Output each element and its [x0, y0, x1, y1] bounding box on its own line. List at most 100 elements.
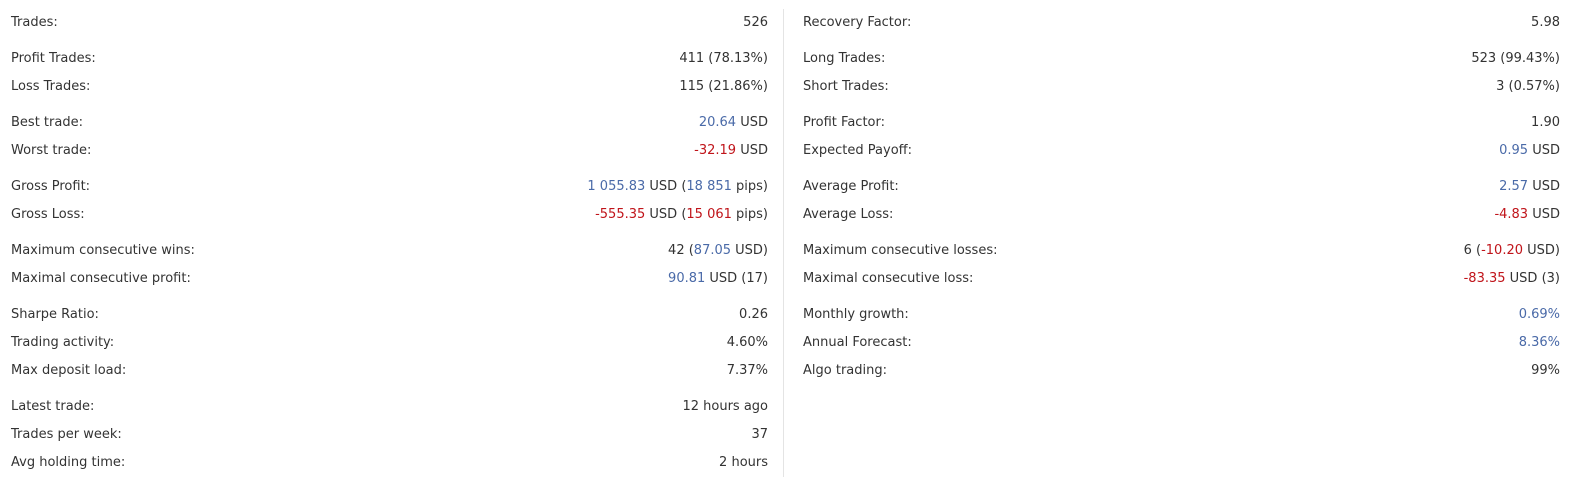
stat-row-avg-holding-time: Avg holding time: 2 hours: [11, 449, 768, 477]
stat-value-part: 5.98: [1531, 15, 1560, 30]
stat-label: Maximum consecutive wins:: [11, 243, 195, 258]
stat-row-average-loss: Average Loss: -4.83 USD: [803, 201, 1560, 229]
stat-value-part: 1.90: [1531, 115, 1560, 130]
column-divider: [783, 9, 784, 477]
stat-value-part: 2 hours: [719, 455, 768, 470]
stat-value: 42 (87.05 USD): [668, 237, 768, 265]
stat-label: Average Profit:: [803, 179, 899, 194]
stat-value-part: -10.20: [1481, 243, 1524, 258]
stat-label: Profit Trades:: [11, 51, 96, 66]
stat-row-maximal-consecutive-profit: Maximal consecutive profit: 90.81 USD (17…: [11, 265, 768, 293]
stat-value: 0.95 USD: [1499, 137, 1560, 165]
stat-label: Annual Forecast:: [803, 335, 912, 350]
stat-value-part: 8.36%: [1518, 335, 1560, 350]
stat-value-part: USD: [1528, 179, 1560, 194]
stat-value-part: 526: [743, 15, 768, 30]
stat-row-loss-trades: Loss Trades: 115 (21.86%): [11, 73, 768, 101]
stat-value-part: 0.69%: [1518, 307, 1560, 322]
stat-row-average-profit: Average Profit: 2.57 USD: [803, 173, 1560, 201]
stat-label: Latest trade:: [11, 399, 95, 414]
stat-value-part: USD: [1528, 207, 1560, 222]
stat-value-part: 1 055.83: [587, 179, 646, 194]
stat-value: 8.36%: [1519, 329, 1560, 357]
stat-value-part: 411 (78.13%): [679, 51, 768, 66]
stat-value-part: -4.83: [1494, 207, 1529, 222]
stat-row-sharpe-ratio: Sharpe Ratio: 0.26: [11, 301, 768, 329]
stat-label: Monthly growth:: [803, 307, 909, 322]
stat-row-expected-payoff: Expected Payoff: 0.95 USD: [803, 137, 1560, 165]
stat-value-part: 37: [751, 427, 768, 442]
stat-value-part: 20.64: [698, 115, 737, 130]
stat-value-part: 42 (: [668, 243, 694, 258]
stat-label: Maximal consecutive loss:: [803, 271, 974, 286]
stat-value-part: 523 (99.43%): [1471, 51, 1560, 66]
stat-value-part: USD (: [645, 179, 687, 194]
stat-row-profit-factor: Profit Factor: 1.90: [803, 109, 1560, 137]
stat-value: -555.35 USD (15 061 pips): [595, 201, 768, 229]
stat-value-part: 99%: [1531, 363, 1560, 378]
stat-label: Short Trades:: [803, 79, 889, 94]
stat-value-part: USD (17): [705, 271, 768, 286]
stat-label: Trades:: [11, 15, 58, 30]
stat-label: Gross Loss:: [11, 207, 85, 222]
stat-value: 6 (-10.20 USD): [1464, 237, 1560, 265]
stat-value: 526: [743, 9, 768, 37]
stat-value-part: USD: [736, 115, 768, 130]
stat-label: Recovery Factor:: [803, 15, 912, 30]
stat-label: Algo trading:: [803, 363, 887, 378]
stat-value-part: USD (: [645, 207, 687, 222]
stat-value: 1.90: [1531, 109, 1560, 137]
stat-label: Avg holding time:: [11, 455, 126, 470]
stat-value: 5.98: [1531, 9, 1560, 37]
stat-value: 1 055.83 USD (18 851 pips): [587, 173, 768, 201]
stat-label: Expected Payoff:: [803, 143, 912, 158]
stat-value-part: USD (3): [1505, 271, 1560, 286]
stat-value: 0.26: [739, 301, 768, 329]
stat-label: Maximum consecutive losses:: [803, 243, 998, 258]
stat-value-part: 2.57: [1499, 179, 1529, 194]
stat-value-part: 15 061: [686, 207, 732, 222]
stat-value-part: 6 (: [1463, 243, 1482, 258]
stat-row-gross-loss: Gross Loss: -555.35 USD (15 061 pips): [11, 201, 768, 229]
stat-value: 90.81 USD (17): [668, 265, 768, 293]
stat-value-part: 12 hours ago: [682, 399, 768, 414]
stat-label: Best trade:: [11, 115, 83, 130]
stat-value-part: USD: [1528, 143, 1560, 158]
stat-row-monthly-growth: Monthly growth: 0.69%: [803, 301, 1560, 329]
stat-value-part: USD: [736, 143, 768, 158]
stat-row-best-trade: Best trade: 20.64 USD: [11, 109, 768, 137]
stat-value: 99%: [1531, 357, 1560, 385]
stat-label: Loss Trades:: [11, 79, 91, 94]
stat-value: 20.64 USD: [699, 109, 768, 137]
stat-value: 37: [751, 421, 768, 449]
stat-value-part: pips): [731, 179, 768, 194]
stat-row-long-trades: Long Trades: 523 (99.43%): [803, 45, 1560, 73]
stat-value: 523 (99.43%): [1471, 45, 1560, 73]
stat-row-trades-per-week: Trades per week: 37: [11, 421, 768, 449]
stat-label: Trades per week:: [11, 427, 122, 442]
stat-value: 12 hours ago: [682, 393, 768, 421]
stat-row-algo-trading: Algo trading: 99%: [803, 357, 1560, 385]
stat-value-part: -555.35: [595, 207, 646, 222]
stat-row-recovery-factor: Recovery Factor: 5.98: [803, 9, 1560, 37]
stat-label: Trading activity:: [11, 335, 115, 350]
stat-label: Gross Profit:: [11, 179, 91, 194]
stat-value: 115 (21.86%): [679, 73, 768, 101]
stat-row-trades: Trades: 526: [11, 9, 768, 37]
stat-value: 3 (0.57%): [1496, 73, 1560, 101]
stat-row-maximum-consecutive-losses: Maximum consecutive losses: 6 (-10.20 USD…: [803, 237, 1560, 265]
stat-value: 0.69%: [1519, 301, 1560, 329]
stat-row-latest-trade: Latest trade: 12 hours ago: [11, 393, 768, 421]
stat-row-gross-profit: Gross Profit: 1 055.83 USD (18 851 pips): [11, 173, 768, 201]
stat-label: Maximal consecutive profit:: [11, 271, 191, 286]
stat-value: 7.37%: [727, 357, 768, 385]
stat-row-maximal-consecutive-loss: Maximal consecutive loss: -83.35 USD (3): [803, 265, 1560, 293]
stat-value: -83.35 USD (3): [1464, 265, 1560, 293]
stat-label: Worst trade:: [11, 143, 92, 158]
stat-row-worst-trade: Worst trade: -32.19 USD: [11, 137, 768, 165]
stat-row-short-trades: Short Trades: 3 (0.57%): [803, 73, 1560, 101]
stat-value-part: USD): [731, 243, 768, 258]
stat-value: 4.60%: [727, 329, 768, 357]
stat-value-part: 87.05: [693, 243, 732, 258]
